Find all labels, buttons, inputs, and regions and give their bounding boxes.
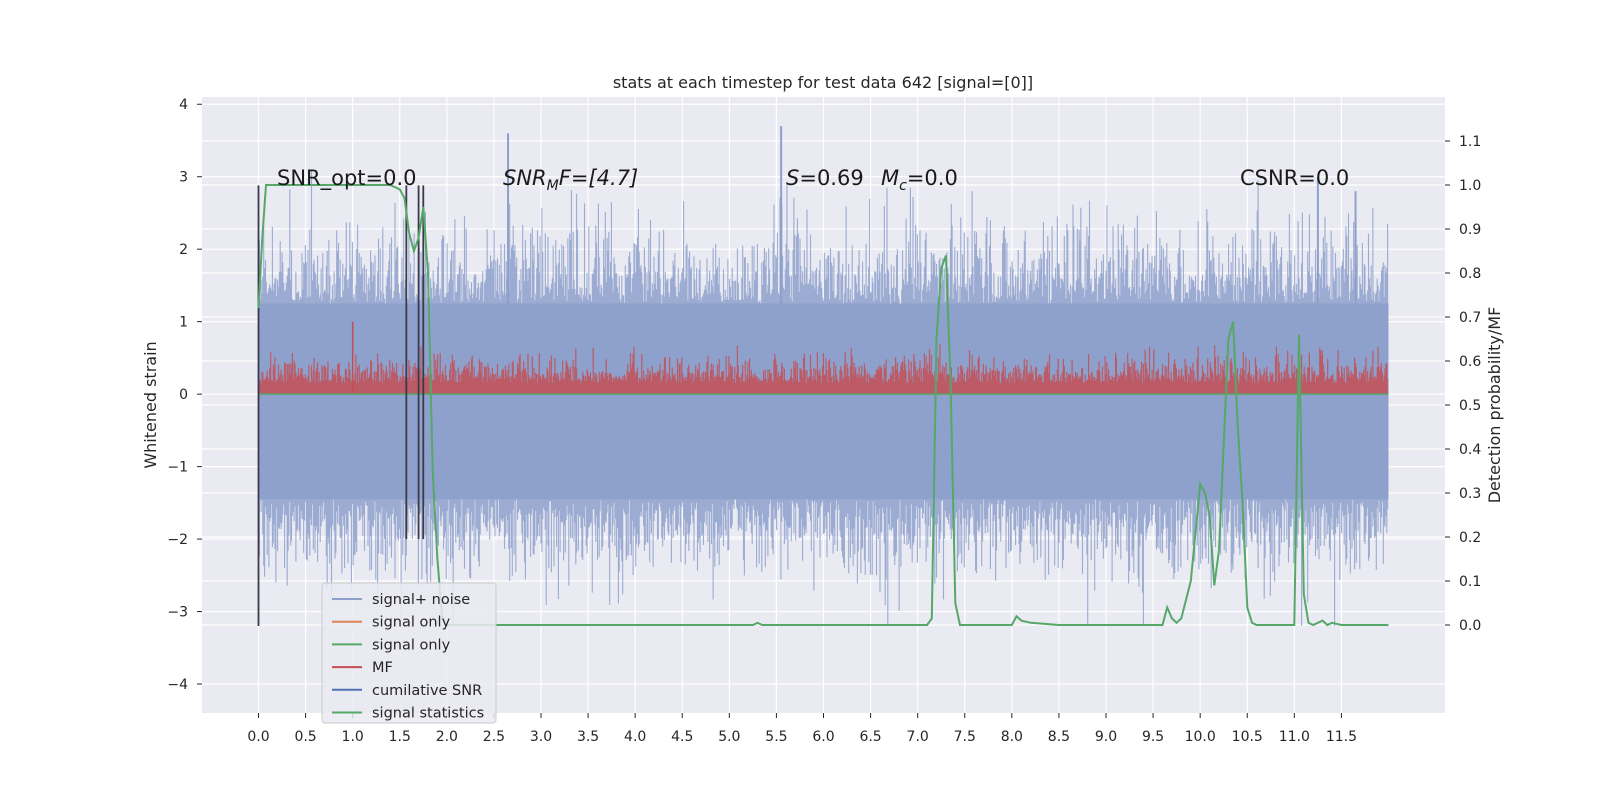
x-tick-label: 9.0 [1095, 729, 1117, 745]
annotation-snr-mf-main: SNR [503, 166, 547, 190]
x-tick-label: 4.5 [671, 729, 693, 745]
y-tick-label: 2 [179, 242, 188, 258]
x-tick-label: 5.5 [765, 729, 787, 745]
y-right-tick-label: 0.1 [1459, 574, 1481, 590]
x-tick-label: 2.5 [483, 729, 505, 745]
legend-entry-label: cumilative SNR [372, 683, 482, 699]
y-right-tick-label: 0.5 [1459, 398, 1481, 414]
y-tick-label: −4 [167, 677, 188, 693]
x-tick-label: 9.5 [1142, 729, 1164, 745]
y-tick-label: −3 [167, 605, 188, 621]
x-tick-label: 8.5 [1048, 729, 1070, 745]
x-tick-label: 0.0 [247, 729, 269, 745]
x-tick-label: 11.0 [1279, 729, 1310, 745]
y-tick-label: −1 [167, 460, 188, 476]
annotation-mc-main: M [881, 166, 899, 190]
y-axis-ticks: 4 3 2 1 0 −1 −2 −3 −4 [167, 97, 202, 693]
x-tick-label: 0.5 [294, 729, 316, 745]
x-tick-label: 5.0 [718, 729, 740, 745]
annotation-mc: Mc=0.0 [881, 166, 958, 194]
y-right-tick-label: 1.0 [1459, 178, 1481, 194]
signal-statistics-series [257, 184, 1389, 627]
legend-entry-label: signal+ noise [372, 592, 470, 608]
annotation-mc-sub: c [899, 178, 907, 194]
legend: signal+ noise signal only signal only MF cum… [321, 582, 497, 724]
x-tick-label: 10.0 [1185, 729, 1216, 745]
y-axis-right-label: Detection probability/MF [1485, 307, 1504, 504]
y-tick-label: −2 [167, 532, 188, 548]
signal-statistics-line [257, 184, 1389, 627]
legend-entry-label: signal only [372, 615, 451, 631]
annotation-csnr: CSNR=0.0 [1240, 166, 1349, 190]
annotation-s-main: S [786, 166, 799, 190]
annotation-s: S=0.69 [786, 166, 864, 190]
x-tick-label: 8.0 [1001, 729, 1023, 745]
y-tick-label: 3 [179, 170, 188, 186]
x-tick-label: 7.0 [907, 729, 929, 745]
x-axis-ticks: 0.0 0.5 1.0 1.5 2.0 2.5 3.0 3.5 4.0 4.5 5.0 5.5 6.0 6… [247, 713, 1357, 745]
y-right-tick-label: 0.8 [1459, 266, 1481, 282]
legend-entry-label: MF [372, 660, 393, 676]
x-tick-label: 4.0 [624, 729, 646, 745]
x-tick-label: 3.0 [530, 729, 552, 745]
x-tick-label: 7.5 [954, 729, 976, 745]
legend-box [321, 582, 497, 724]
chart-title: stats at each timestep for test data 642… [613, 73, 1033, 92]
y-right-tick-label: 0.2 [1459, 530, 1481, 546]
y-right-tick-label: 0.0 [1459, 618, 1481, 634]
annotation-snr-mf-rest: F=[4.7] [559, 166, 638, 190]
legend-entry-label: signal statistics [372, 706, 484, 722]
y-right-tick-label: 0.9 [1459, 222, 1481, 238]
x-tick-label: 10.5 [1232, 729, 1263, 745]
y-right-tick-label: 0.6 [1459, 354, 1481, 370]
y-axis-label: Whitened strain [141, 341, 160, 468]
annotation-snr-mf-sub: M [547, 178, 559, 194]
x-tick-label: 1.0 [342, 729, 364, 745]
y-tick-label: 0 [179, 387, 188, 403]
y-right-tick-label: 0.3 [1459, 486, 1481, 502]
annotation-s-rest: =0.69 [799, 166, 863, 190]
legend-entry-label: signal only [372, 637, 451, 653]
annotation-snr-opt: SNR_opt=0.0 [277, 166, 417, 191]
annotation-snr-mf: SNRMF=[4.7] [503, 166, 638, 194]
y-right-tick-label: 1.1 [1459, 134, 1481, 150]
x-tick-label: 6.5 [859, 729, 881, 745]
y-axis-right-ticks: 1.1 1.0 0.9 0.8 0.7 0.6 0.5 0.4 0.3 0.2 0.1 0.0 [1445, 134, 1481, 634]
signal-plus-noise-series [257, 125, 1389, 626]
x-tick-label: 11.5 [1326, 729, 1357, 745]
x-tick-label: 1.5 [389, 729, 411, 745]
annotation-mc-rest: =0.0 [907, 166, 958, 190]
y-tick-label: 4 [179, 97, 188, 113]
y-tick-label: 1 [179, 315, 188, 331]
y-right-tick-label: 0.4 [1459, 442, 1481, 458]
x-tick-label: 3.5 [577, 729, 599, 745]
y-right-tick-label: 0.7 [1459, 310, 1481, 326]
x-tick-label: 6.0 [812, 729, 834, 745]
cumilative-snr-series [257, 185, 425, 627]
x-tick-label: 2.0 [436, 729, 458, 745]
